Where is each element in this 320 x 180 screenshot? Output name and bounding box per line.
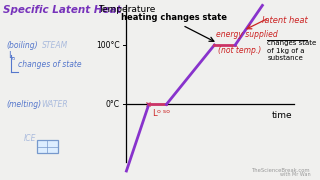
Text: time: time [271, 111, 292, 120]
Text: energy supplied: energy supplied [216, 30, 278, 39]
Text: L: L [8, 51, 13, 60]
Text: substance: substance [267, 55, 303, 61]
Text: Specific Latent Heat: Specific Latent Heat [3, 5, 122, 15]
Text: o: o [12, 56, 16, 61]
Bar [37, 140, 58, 153]
Text: ICE: ICE [24, 134, 36, 143]
Text: o so: o so [157, 109, 170, 114]
Text: latent heat: latent heat [262, 16, 308, 25]
Text: 0°C: 0°C [106, 100, 120, 109]
Text: (not temp.): (not temp.) [218, 46, 261, 55]
Text: Temperature: Temperature [98, 5, 155, 14]
Text: of 1kg of a: of 1kg of a [267, 48, 305, 54]
Text: STEAM: STEAM [42, 40, 68, 50]
Text: (boiling): (boiling) [6, 40, 38, 50]
Text: WATER: WATER [42, 100, 68, 109]
Text: L: L [152, 109, 156, 118]
Text: heating changes state: heating changes state [121, 13, 228, 22]
Text: (melting): (melting) [6, 100, 42, 109]
Text: with Mr Wan: with Mr Wan [280, 172, 310, 177]
Text: TheScienceBreak.com: TheScienceBreak.com [252, 168, 310, 173]
Text: changes state: changes state [267, 40, 316, 46]
Text: 100°C: 100°C [96, 40, 120, 50]
Text: changes of state: changes of state [18, 60, 81, 69]
